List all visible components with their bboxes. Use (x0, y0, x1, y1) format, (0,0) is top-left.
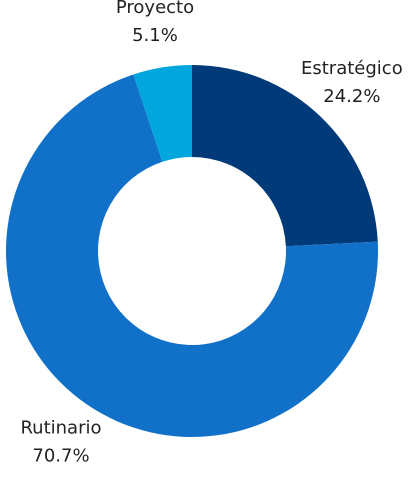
donut-slice (6, 74, 379, 438)
slice-label: Rutinario (20, 417, 101, 438)
slice-value-label: 24.2% (323, 86, 380, 107)
slice-label: Proyecto (116, 0, 194, 18)
slice-value-label: 5.1% (132, 25, 178, 46)
donut-slice (133, 65, 192, 162)
slice-label: Estratégico (301, 58, 403, 79)
donut-slice (192, 65, 378, 247)
slice-value-label: 70.7% (32, 445, 89, 466)
